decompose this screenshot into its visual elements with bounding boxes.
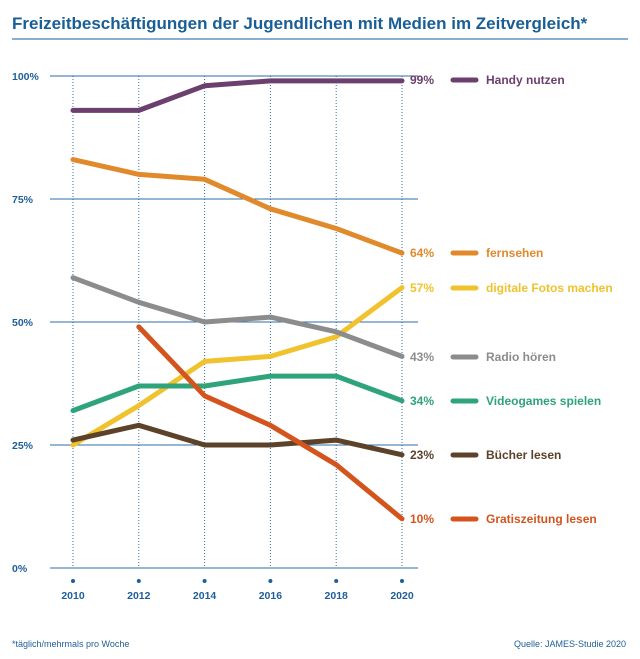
footnote: *täglich/mehrmals pro Woche xyxy=(12,639,129,649)
y-tick-label: 0% xyxy=(12,563,28,575)
series-line xyxy=(70,373,405,414)
y-tick-label: 25% xyxy=(12,440,34,452)
series-line xyxy=(70,285,405,448)
legend: Handy nutzen fernsehen digitale Fotos mach… xyxy=(450,73,613,526)
end-labels: 99% 64% 57% 43% 34% 23% 10% xyxy=(410,73,434,526)
legend-label: Radio hören xyxy=(486,350,556,364)
legend-label: Handy nutzen xyxy=(486,73,565,87)
y-tick-label: 100% xyxy=(12,71,40,83)
legend-label: Videogames spielen xyxy=(486,394,601,408)
x-tick-label: 2016 xyxy=(259,590,283,602)
x-tick-label: 2012 xyxy=(127,590,151,602)
series-line xyxy=(70,157,405,256)
legend-label: fernsehen xyxy=(486,246,543,260)
x-tick-dot xyxy=(71,579,75,583)
x-tick-label: 2014 xyxy=(193,590,217,602)
series-line xyxy=(70,422,405,458)
legend-label: digitale Fotos machen xyxy=(486,281,613,295)
x-tick-dot xyxy=(334,579,339,583)
end-value-label: 64% xyxy=(410,246,434,260)
end-value-label: 99% xyxy=(410,73,434,87)
series-lines xyxy=(70,78,405,522)
end-value-label: 10% xyxy=(410,512,434,526)
y-tick-label: 50% xyxy=(12,317,34,329)
x-tick-dot xyxy=(400,579,404,583)
source-note: Quelle: JAMES-Studie 2020 xyxy=(514,639,626,649)
series-line xyxy=(70,275,405,359)
series-line xyxy=(70,78,405,113)
legend-label: Bücher lesen xyxy=(486,448,561,462)
end-value-label: 43% xyxy=(410,350,434,364)
chart-title: Freizeitbeschäftigungen der Jugendlichen… xyxy=(12,14,588,33)
x-tick-label: 2018 xyxy=(325,590,349,602)
x-tick-dot xyxy=(136,579,141,583)
x-tick-dot xyxy=(202,579,207,583)
end-value-label: 23% xyxy=(410,448,434,462)
end-value-label: 57% xyxy=(410,281,434,295)
end-value-label: 34% xyxy=(410,394,434,408)
x-tick-label: 2020 xyxy=(390,590,414,602)
y-tick-label: 75% xyxy=(12,194,34,206)
series-line xyxy=(136,324,405,522)
legend-label: Gratiszeitung lesen xyxy=(486,512,597,526)
x-tick-dot xyxy=(268,579,273,583)
x-tick-label: 2010 xyxy=(61,590,85,602)
grid: 0% 25% 50% 75% 100% 2010 2012 2014 2016 2018 2020 xyxy=(12,71,418,602)
